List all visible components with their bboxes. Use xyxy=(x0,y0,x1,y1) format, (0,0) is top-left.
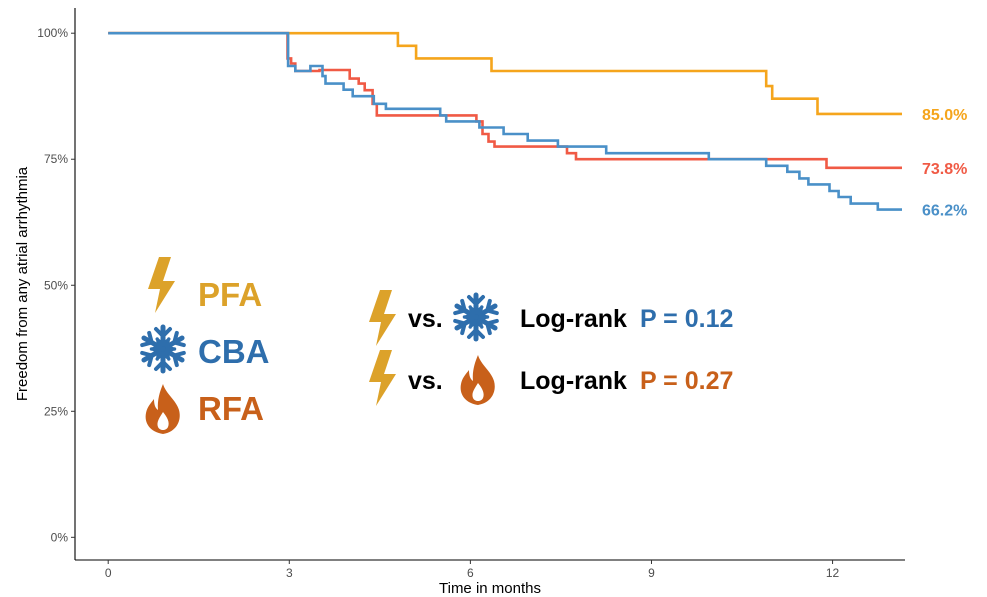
y-tick-label: 75% xyxy=(44,152,68,166)
flame-icon xyxy=(145,384,180,434)
legend: PFA CBA RFA xyxy=(140,257,270,434)
x-tick-label: 9 xyxy=(648,566,655,580)
x-tick-label: 3 xyxy=(286,566,293,580)
logrank-label: Log-rank xyxy=(520,367,627,395)
logrank-annotation-pfa-rfa: vs. Log-rank P = 0.27 xyxy=(369,350,733,406)
legend-item-pfa: PFA xyxy=(148,257,262,313)
y-axis-title: Freedom from any atrial arrhythmia xyxy=(14,166,31,401)
vs-label: vs. xyxy=(408,367,443,395)
logrank-annotation-pfa-cba: vs. Log-rank P = 0.12 xyxy=(369,290,733,346)
legend-item-rfa: RFA xyxy=(145,384,264,434)
lightning-bolt-icon xyxy=(148,257,175,313)
y-tick-label: 25% xyxy=(44,404,68,418)
end-label-rfa: 73.8% xyxy=(922,161,967,178)
series-line-cba xyxy=(108,31,902,211)
end-label-cba: 66.2% xyxy=(922,203,967,220)
lightning-bolt-icon xyxy=(369,290,396,346)
legend-item-cba: CBA xyxy=(140,327,270,371)
legend-label-rfa: RFA xyxy=(198,390,264,427)
end-label-pfa: 85.0% xyxy=(922,107,967,124)
series-line-pfa xyxy=(108,31,902,116)
x-axis-title: Time in months xyxy=(439,580,541,597)
y-tick-label: 50% xyxy=(44,278,68,292)
vs-label: vs. xyxy=(408,305,443,333)
flame-icon xyxy=(460,355,495,405)
x-tick-label: 12 xyxy=(826,566,840,580)
logrank-label: Log-rank xyxy=(520,305,627,333)
snowflake-icon xyxy=(453,295,498,339)
legend-label-cba: CBA xyxy=(198,333,270,370)
p-value: P = 0.12 xyxy=(640,305,733,333)
legend-label-pfa: PFA xyxy=(198,276,262,313)
lightning-bolt-icon xyxy=(369,350,396,406)
x-tick-label: 6 xyxy=(467,566,474,580)
x-tick-label: 0 xyxy=(105,566,112,580)
p-value: P = 0.27 xyxy=(640,367,733,395)
snowflake-icon xyxy=(140,327,185,371)
y-tick-label: 0% xyxy=(51,530,69,544)
series-line-rfa xyxy=(108,31,902,170)
y-tick-label: 100% xyxy=(37,26,68,40)
